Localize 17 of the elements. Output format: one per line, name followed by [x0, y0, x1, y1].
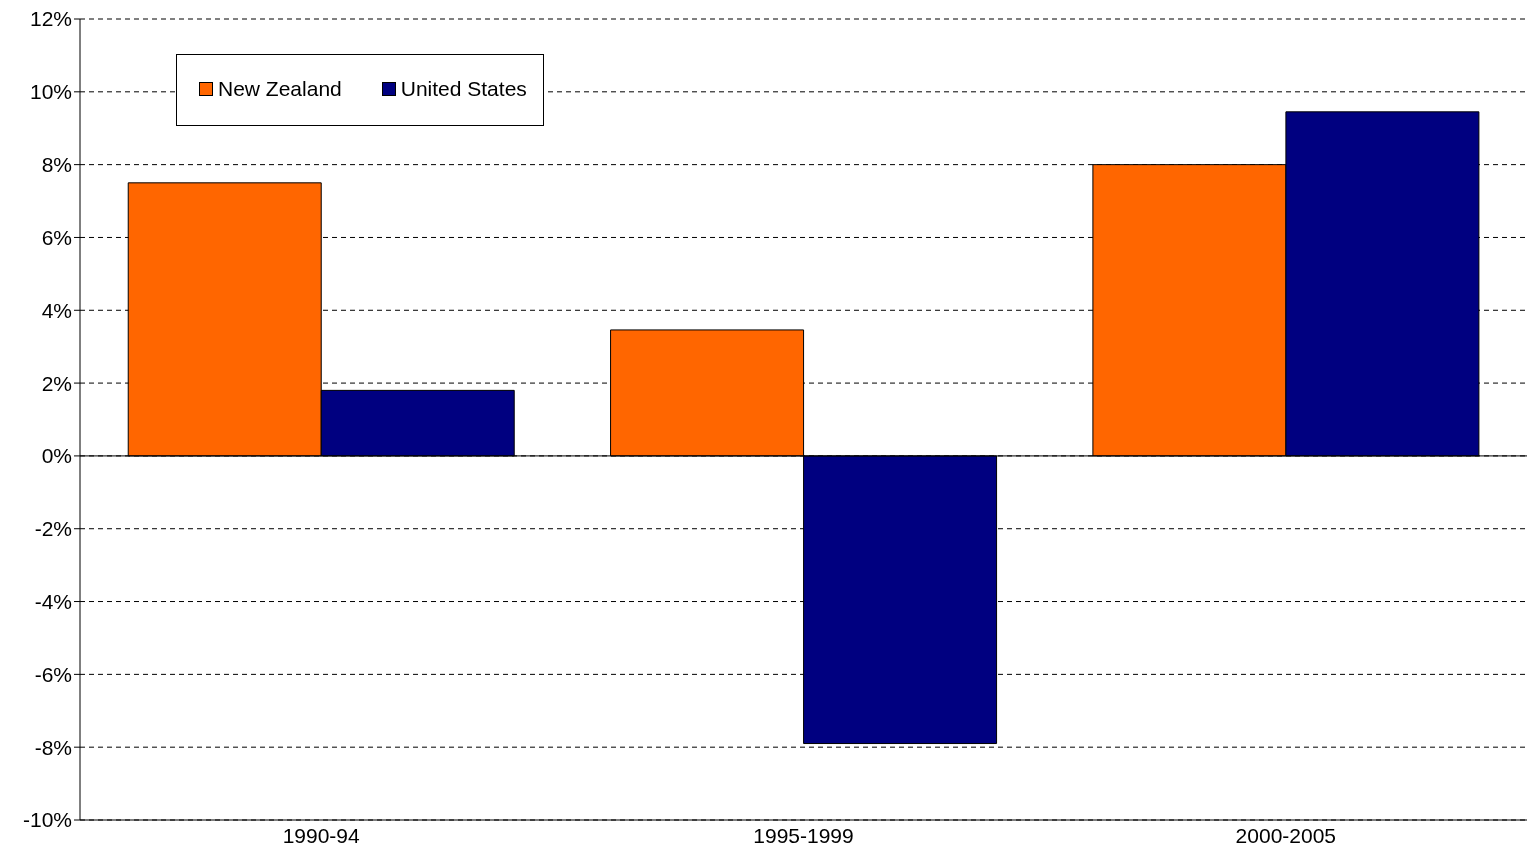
y-tick-label: 0% — [41, 444, 72, 468]
y-tick-label: 12% — [29, 7, 72, 31]
y-tick-label: -2% — [34, 517, 72, 541]
y-tick-label: -10% — [22, 808, 72, 832]
y-tick-label: 8% — [41, 153, 72, 177]
y-tick-label: 4% — [41, 298, 72, 322]
y-tick-label: 6% — [41, 225, 72, 249]
legend-label: New Zealand — [218, 77, 342, 101]
legend-label: United States — [400, 77, 527, 101]
y-tick-label: 2% — [41, 371, 72, 395]
x-tick-label: 1990-94 — [282, 823, 361, 847]
x-tick-label: 2000-2005 — [1235, 823, 1337, 847]
y-tick-label: -4% — [34, 590, 72, 613]
y-tick-label: -8% — [34, 735, 72, 759]
y-tick-label: 10% — [29, 80, 72, 104]
y-tick-label: -6% — [34, 662, 72, 686]
x-tick-label: 1995-1999 — [753, 823, 854, 847]
